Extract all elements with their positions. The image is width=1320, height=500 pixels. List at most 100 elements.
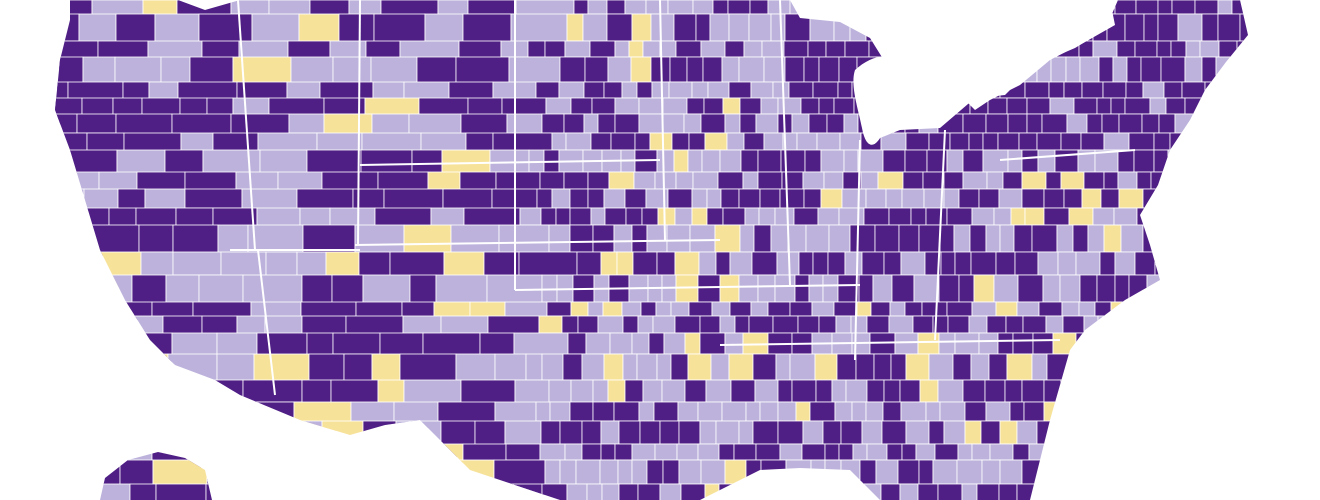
county-cell [890, 353, 907, 381]
county-cell [777, 379, 793, 403]
county-cell [757, 149, 782, 173]
county-cell [566, 13, 584, 42]
county-cell [706, 188, 722, 209]
county-cell [833, 301, 858, 317]
county-cell [919, 379, 939, 403]
county-cell [1118, 188, 1144, 209]
county-cell [1102, 81, 1127, 99]
county-cell [834, 401, 853, 422]
county-cell [1006, 97, 1028, 115]
county-cell [738, 420, 754, 445]
county-cell [809, 401, 836, 422]
county-cell [705, 379, 732, 403]
county-cell [700, 40, 726, 58]
county-cell [584, 56, 609, 83]
county-cell [649, 132, 673, 151]
county-cell [898, 224, 920, 253]
county-cell [177, 81, 238, 101]
county-cell [752, 420, 779, 445]
state-border [357, 0, 361, 246]
county-cell [925, 207, 948, 226]
county-cell [760, 97, 779, 115]
county-cell [563, 171, 589, 190]
county-cell [823, 171, 844, 190]
county-cell [1098, 56, 1114, 83]
county-cell [971, 301, 997, 317]
county-cell [954, 251, 972, 276]
county-cell [1165, 97, 1186, 115]
county-cell [1134, 40, 1158, 58]
county-cell [865, 401, 884, 422]
county-cell [899, 483, 919, 500]
county-cell [800, 97, 820, 115]
county-cell [631, 13, 652, 42]
county-cell [901, 188, 925, 209]
county-cell [985, 224, 1001, 253]
county-cell [748, 13, 772, 42]
county-cell [875, 459, 899, 485]
county-cell [659, 483, 682, 500]
county-cell [754, 379, 779, 403]
county-cell [932, 459, 958, 485]
county-cell [952, 353, 972, 381]
county-cell [670, 353, 689, 381]
county-cell [978, 332, 999, 355]
county-cell [767, 301, 791, 317]
county-cell [600, 443, 616, 461]
county-cell [630, 56, 652, 83]
county-cell [494, 353, 527, 381]
county-cell [750, 81, 774, 99]
county-cell [882, 149, 906, 173]
county-cell [592, 401, 615, 422]
county-cell [802, 420, 824, 445]
county-cell [614, 97, 640, 115]
county-cell [1118, 113, 1143, 134]
county-cell [1124, 13, 1145, 42]
county-cell [691, 81, 709, 99]
county-cell [757, 274, 776, 303]
county-cell [82, 56, 116, 87]
county-cell [894, 332, 919, 355]
county-cell [1100, 188, 1120, 209]
county-cell [1042, 274, 1061, 303]
county-cell [836, 353, 857, 381]
county-cell [535, 401, 551, 422]
county-cell [1153, 132, 1171, 151]
county-cell [601, 483, 620, 500]
county-cell [288, 113, 325, 134]
county-cell [583, 113, 599, 134]
county-cell [729, 301, 752, 317]
county-cell [592, 379, 609, 403]
county-cell [1063, 81, 1083, 99]
county-cell [631, 224, 648, 253]
county-cell [621, 81, 638, 99]
county-cell [777, 401, 797, 422]
county-cell [631, 459, 648, 485]
county-cell [592, 224, 615, 253]
county-cell [591, 97, 616, 115]
county-cell [1024, 207, 1045, 226]
county-cell [839, 132, 862, 151]
county-cell [824, 443, 840, 461]
county-cell [686, 97, 705, 115]
county-cell [1060, 171, 1085, 190]
county-cell [465, 132, 494, 153]
county-cell [559, 56, 586, 83]
county-cell [1157, 0, 1173, 15]
county-cell [1021, 149, 1039, 173]
county-cell [607, 56, 632, 83]
county-cell [622, 315, 639, 334]
county-cell [752, 353, 777, 381]
county-cell [772, 315, 799, 334]
county-cell [707, 81, 730, 99]
county-cell [483, 251, 520, 280]
county-cell [697, 443, 720, 461]
county-cell [603, 81, 623, 99]
county-cell [1032, 332, 1054, 355]
county-cell [581, 443, 602, 461]
county-cell [618, 420, 641, 445]
county-cell [1086, 113, 1103, 134]
county-cell [855, 353, 875, 381]
county-cell [172, 251, 222, 276]
state-border [999, 149, 1136, 161]
